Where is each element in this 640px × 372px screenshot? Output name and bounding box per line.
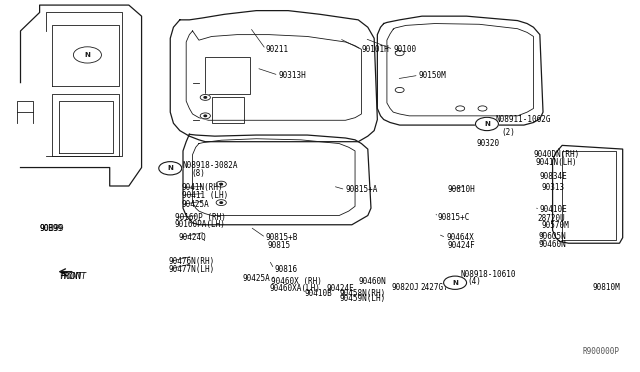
Text: 90815: 90815 [268, 241, 291, 250]
Text: 90815+B: 90815+B [266, 233, 298, 242]
Text: 90424E: 90424E [326, 284, 354, 293]
Text: 90313: 90313 [541, 183, 565, 192]
Text: N08911-1062G: N08911-1062G [495, 115, 551, 124]
Text: 90810H: 90810H [447, 185, 475, 194]
Text: 28720U: 28720U [538, 214, 566, 222]
Text: (8): (8) [191, 169, 205, 177]
Circle shape [220, 183, 223, 185]
Text: 90313H: 90313H [278, 71, 307, 80]
Circle shape [204, 115, 207, 116]
Text: 9040DN(RH): 9040DN(RH) [534, 150, 580, 159]
Text: 90815+A: 90815+A [346, 185, 378, 194]
Text: 90160PA(LH): 90160PA(LH) [175, 220, 225, 229]
Text: 90477N(LH): 90477N(LH) [169, 264, 215, 273]
Text: 906O5N: 906O5N [539, 232, 566, 241]
Text: 2427GY: 2427GY [420, 283, 449, 292]
Circle shape [159, 161, 182, 175]
Text: N: N [167, 165, 173, 171]
Text: 90B99: 90B99 [40, 224, 64, 233]
Text: N: N [84, 52, 90, 58]
Text: 90816: 90816 [274, 264, 297, 273]
Text: 90460X (RH): 90460X (RH) [271, 277, 322, 286]
Bar [205, 57, 250, 94]
Text: 90410E: 90410E [540, 205, 568, 215]
Text: FRONT: FRONT [59, 272, 82, 281]
Text: 90476N(RH): 90476N(RH) [169, 257, 215, 266]
Text: 90424F: 90424F [447, 241, 475, 250]
Text: 90100: 90100 [394, 45, 417, 54]
Text: 9041N(RH): 9041N(RH) [182, 183, 223, 192]
Text: 9082OJ: 9082OJ [392, 283, 419, 292]
Circle shape [216, 181, 227, 187]
Text: 90460N: 90460N [539, 240, 566, 249]
Text: N: N [452, 280, 458, 286]
Text: 90424Q: 90424Q [179, 233, 206, 242]
Circle shape [395, 51, 404, 56]
Text: 90460XA(LH): 90460XA(LH) [269, 284, 320, 293]
Text: 90459N(LH): 90459N(LH) [339, 294, 385, 303]
Text: 90B99: 90B99 [40, 224, 63, 233]
Circle shape [444, 276, 467, 289]
Text: R900000P: R900000P [582, 347, 620, 356]
Circle shape [478, 106, 487, 111]
Bar [212, 97, 244, 123]
Text: 90425A: 90425A [182, 200, 209, 209]
Text: N08918-10610: N08918-10610 [460, 270, 516, 279]
Text: N08918-3082A: N08918-3082A [183, 161, 239, 170]
Text: 90570M: 90570M [541, 221, 570, 230]
Text: 90464X: 90464X [446, 233, 474, 242]
Circle shape [200, 94, 211, 100]
Text: 90458N(RH): 90458N(RH) [339, 289, 385, 298]
Text: 90425A: 90425A [243, 274, 270, 283]
Text: 90810M: 90810M [593, 283, 621, 292]
Text: 90160P (RH): 90160P (RH) [175, 213, 225, 222]
Circle shape [395, 87, 404, 93]
Text: 90411 (LH): 90411 (LH) [182, 191, 228, 200]
Circle shape [200, 113, 211, 119]
Text: 90410B: 90410B [305, 289, 332, 298]
Circle shape [456, 106, 465, 111]
Text: (2): (2) [502, 128, 515, 137]
Text: 90320: 90320 [476, 139, 499, 148]
Text: 90101H: 90101H [362, 45, 389, 54]
Circle shape [204, 97, 207, 98]
Text: 9041N(LH): 9041N(LH) [536, 157, 577, 167]
Circle shape [216, 200, 227, 206]
Text: 90834E: 90834E [540, 172, 568, 181]
Text: 90211: 90211 [266, 45, 289, 54]
Text: 90150M: 90150M [419, 71, 447, 80]
Text: N: N [484, 121, 490, 127]
Text: 90815+C: 90815+C [438, 213, 470, 222]
Text: (4): (4) [468, 277, 482, 286]
Text: 90460N: 90460N [358, 278, 386, 286]
Circle shape [476, 117, 499, 131]
Circle shape [220, 202, 223, 203]
Text: FRONT: FRONT [61, 272, 86, 281]
